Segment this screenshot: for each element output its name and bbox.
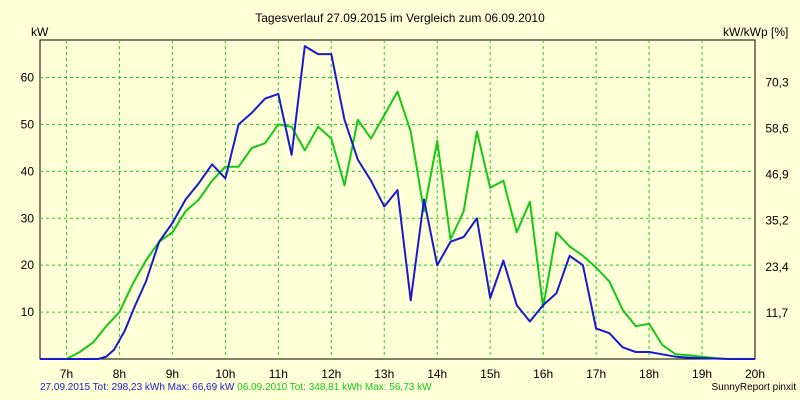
y-tick-label-left: 40 [21, 164, 35, 178]
x-tick-label: 14h [427, 367, 447, 381]
x-tick-label: 12h [321, 367, 341, 381]
x-tick-label: 19h [692, 367, 712, 381]
y-tick-label-right: 35,2 [765, 214, 789, 228]
series-line-27.09.2015 [40, 45, 755, 360]
series-lines [40, 45, 755, 360]
x-tick-label: 8h [113, 367, 126, 381]
y-tick-label-left: 30 [21, 211, 35, 225]
y-tick-label-right: 11,7 [766, 306, 789, 320]
footer-series-blue-stats: 27.09.2015 Tot: 298,23 kWh Max: 66,69 kW [40, 382, 235, 393]
y-tick-label-left: 60 [21, 71, 35, 85]
series-line-06.09.2010 [40, 90, 755, 360]
tick-labels: 7h 8h 9h 10h 11h 12h 13h 14h 15h 16h 17h 18h 19h 20h 1… [21, 71, 789, 381]
x-tick-label: 13h [374, 367, 394, 381]
x-tick-label: 7h [60, 367, 73, 381]
footer-series-green-stats: 06.09.2010 Tot: 348,81 kWh Max: 56,73 kW [237, 382, 432, 393]
y-tick-label-left: 20 [21, 258, 35, 272]
y-tick-label-left: 50 [21, 117, 35, 131]
y-tick-label-right: 46,9 [765, 168, 789, 182]
x-tick-label: 15h [480, 367, 500, 381]
x-tick-label: 10h [215, 367, 235, 381]
y-tick-label-right: 23,4 [765, 260, 789, 274]
y-tick-label-left: 10 [21, 305, 35, 319]
x-tick-label: 18h [639, 367, 659, 381]
chart-title: Tagesverlauf 27.09.2015 im Vergleich zum… [255, 11, 545, 25]
x-tick-label: 9h [166, 367, 179, 381]
footer-stats: 27.09.2015 Tot: 298,23 kWh Max: 66,69 kW… [40, 382, 432, 393]
y-axis-right-label: kW/kWp [%] [723, 25, 788, 39]
y-tick-label-right: 58,6 [765, 121, 789, 135]
plot-area [39, 39, 756, 360]
x-tick-label: 11h [269, 367, 288, 381]
footer-brand: SunnyReport pinxit [711, 382, 797, 393]
y-tick-label-right: 70,3 [765, 75, 789, 89]
y-axis-left-label: kW [31, 25, 49, 39]
x-tick-label: 20h [745, 367, 765, 381]
x-tick-label: 16h [533, 367, 553, 381]
x-tick-label: 17h [586, 367, 606, 381]
